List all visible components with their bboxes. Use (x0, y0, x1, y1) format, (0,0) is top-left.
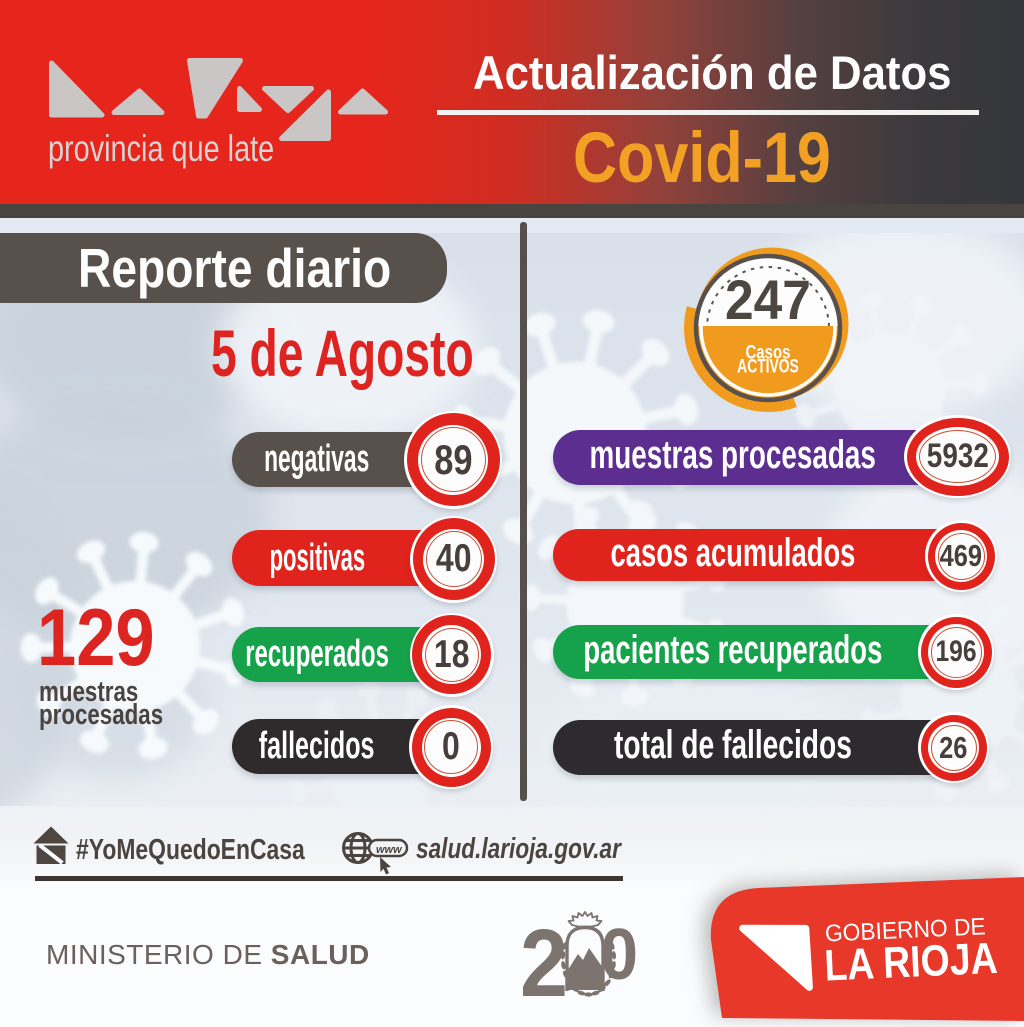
svg-text:247: 247 (725, 269, 811, 331)
svg-text:Casos: Casos (745, 342, 790, 363)
svg-text:www: www (376, 844, 403, 856)
svg-text:ACTIVOS: ACTIVOS (737, 355, 799, 377)
svg-text:LA RIOJA: LA RIOJA (823, 933, 998, 990)
